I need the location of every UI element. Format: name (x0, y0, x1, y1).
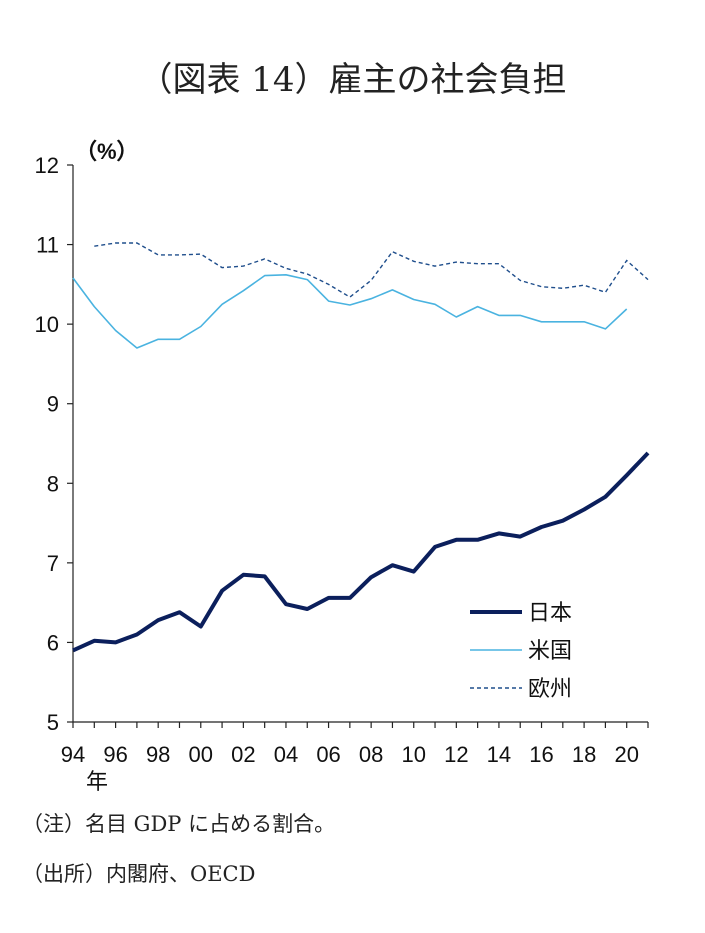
y-tick-label: 8 (47, 471, 59, 496)
x-tick-label: 98 (146, 742, 170, 767)
x-tick-label: 14 (487, 742, 511, 767)
x-axis-label: 年 (86, 769, 108, 794)
y-tick-label: 6 (47, 630, 59, 655)
x-tick-label: 16 (529, 742, 553, 767)
x-tick-label: 96 (103, 742, 127, 767)
x-tick-label: 02 (231, 742, 255, 767)
x-tick-label: 04 (274, 742, 298, 767)
legend-label-3: 欧州 (528, 677, 572, 702)
source-text: （出所）内閣府、OECD (22, 862, 256, 886)
y-tick-label: 9 (47, 392, 59, 417)
series-line-2 (72, 274, 628, 349)
y-tick-label: 10 (35, 312, 59, 337)
x-tick-label: 10 (401, 742, 425, 767)
x-tick-label: 18 (572, 742, 596, 767)
x-tick-label: 94 (61, 742, 85, 767)
y-tick-label: 7 (47, 551, 59, 576)
x-tick-label: 00 (189, 742, 213, 767)
note-text: （注）名目 GDP に占める割合。 (22, 812, 336, 836)
legend-label-1: 日本 (528, 601, 572, 626)
x-tick-label: 08 (359, 742, 383, 767)
y-tick-label: 12 (35, 153, 59, 178)
chart-title: （図表 14）雇主の社会負担 (138, 60, 567, 100)
x-tick-label: 12 (444, 742, 468, 767)
y-tick-label: 5 (47, 710, 59, 735)
y-axis-unit: （%） (75, 139, 139, 164)
series-line-3 (94, 242, 649, 298)
legend-label-2: 米国 (528, 639, 572, 664)
x-tick-label: 06 (316, 742, 340, 767)
y-tick-label: 11 (36, 233, 59, 258)
chart: 5 6 7 8 9 10 11 12 （%） 94 96 98 00 02 04 06 08 10 12 14 16 18… (35, 139, 650, 794)
x-tick-label: 20 (614, 742, 638, 767)
series-line-1 (72, 451, 650, 653)
